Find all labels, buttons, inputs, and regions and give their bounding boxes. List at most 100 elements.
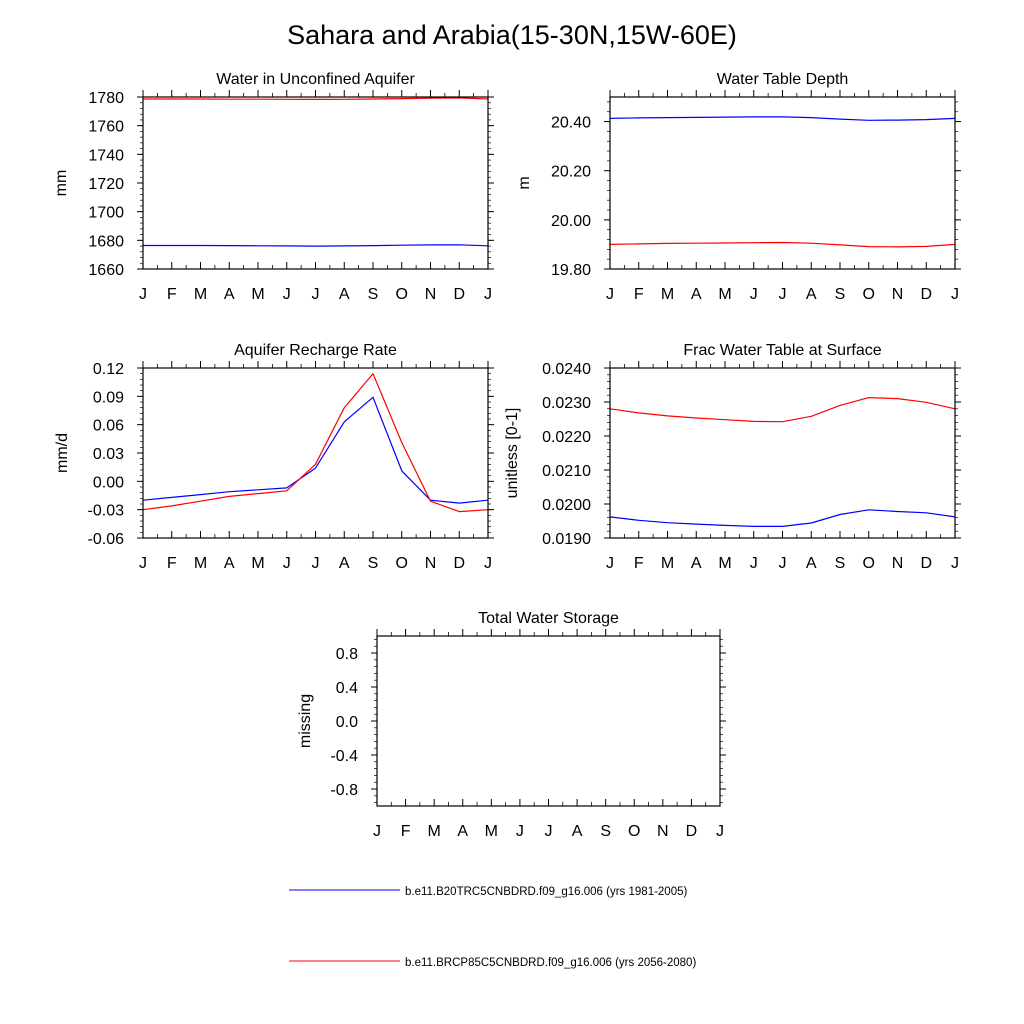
y-tick-label: 0.0220: [542, 429, 591, 446]
y-tick-label: 0.0240: [542, 361, 591, 378]
chart-title: Water in Unconfined Aquifer: [216, 71, 415, 88]
x-tick-label: A: [691, 286, 702, 303]
x-tick-label: O: [863, 555, 875, 572]
legend-entry: b.e11.B20TRC5CNBDRD.f09_g16.006 (yrs 198…: [289, 886, 687, 898]
x-tick-label: A: [339, 286, 350, 303]
y-tick-label: -0.06: [88, 531, 125, 548]
x-tick-label: J: [283, 286, 291, 303]
x-tick-label: S: [368, 555, 379, 572]
series-line-2: [143, 97, 489, 101]
y-tick-label: 0.06: [93, 418, 124, 435]
x-tick-label: J: [716, 823, 724, 840]
x-tick-label: A: [224, 286, 235, 303]
x-tick-label: J: [139, 555, 147, 572]
x-tick-label: J: [312, 286, 320, 303]
y-tick-label: 0.0: [336, 714, 358, 731]
x-tick-label: M: [194, 555, 207, 572]
chart-title: Water Table Depth: [717, 71, 849, 88]
y-tick-label: 1700: [88, 205, 124, 222]
y-tick-label: 1760: [88, 119, 124, 136]
y-tick-label: 19.80: [551, 262, 591, 279]
x-tick-label: D: [453, 555, 465, 572]
y-tick-label: 0.03: [93, 446, 124, 463]
y-tick-label: 0.09: [93, 389, 124, 406]
x-tick-label: N: [892, 555, 904, 572]
x-tick-label: M: [661, 555, 674, 572]
y-axis-label: unitless [0-1]: [504, 408, 521, 499]
y-axis-label: m: [516, 176, 533, 189]
x-tick-label: O: [863, 286, 875, 303]
x-tick-label: A: [691, 555, 702, 572]
x-tick-label: J: [283, 555, 291, 572]
x-tick-label: J: [545, 823, 553, 840]
x-tick-label: J: [779, 286, 787, 303]
y-tick-label: 1660: [88, 262, 124, 279]
x-tick-label: J: [951, 555, 959, 572]
x-tick-label: F: [167, 555, 177, 572]
y-tick-label: 1720: [88, 176, 124, 193]
x-tick-label: D: [686, 823, 698, 840]
series-line-2: [142, 373, 489, 513]
y-tick-label: 0.4: [336, 680, 358, 697]
x-tick-label: F: [167, 286, 177, 303]
x-tick-label: N: [425, 286, 437, 303]
y-tick-label: 0.0210: [542, 463, 591, 480]
x-tick-label: J: [312, 555, 320, 572]
x-tick-label: S: [368, 286, 379, 303]
x-tick-label: J: [750, 555, 758, 572]
y-tick-label: 0.8: [336, 646, 358, 663]
x-tick-label: D: [920, 555, 932, 572]
x-tick-label: M: [251, 555, 264, 572]
legend-label: b.e11.BRCP85C5CNBDRD.f09_g16.006 (yrs 20…: [405, 957, 696, 969]
series-line-2: [609, 397, 956, 423]
x-tick-label: A: [806, 286, 817, 303]
x-tick-label: S: [600, 823, 611, 840]
chart-title: Total Water Storage: [478, 610, 619, 627]
x-tick-label: M: [251, 286, 264, 303]
legend: b.e11.B20TRC5CNBDRD.f09_g16.006 (yrs 198…: [289, 886, 696, 969]
series-line-1: [609, 116, 956, 121]
x-tick-label: A: [224, 555, 235, 572]
y-axis-label: missing: [297, 694, 314, 748]
x-tick-label: D: [920, 286, 932, 303]
x-tick-label: M: [194, 286, 207, 303]
y-tick-label: 0.0200: [542, 497, 591, 514]
x-tick-label: J: [139, 286, 147, 303]
x-tick-label: O: [396, 286, 408, 303]
y-axis-label: mm/d: [54, 433, 71, 473]
x-tick-label: M: [485, 823, 498, 840]
series-line-1: [143, 244, 489, 247]
y-tick-label: 0.0190: [542, 531, 591, 548]
x-tick-label: A: [339, 555, 350, 572]
figure-title: Sahara and Arabia(15-30N,15W-60E): [287, 20, 737, 50]
plot-frame: [376, 635, 721, 807]
plot-frame: [609, 96, 956, 270]
x-tick-label: F: [634, 555, 644, 572]
chart-title: Frac Water Table at Surface: [683, 342, 881, 359]
y-tick-label: 0.0230: [542, 395, 591, 412]
x-tick-label: J: [951, 286, 959, 303]
plot-frame: [142, 96, 489, 270]
x-tick-label: D: [453, 286, 465, 303]
series-line-1: [142, 396, 489, 504]
x-tick-label: O: [628, 823, 640, 840]
y-tick-label: 1740: [88, 147, 124, 164]
y-tick-label: 1680: [88, 233, 124, 250]
x-tick-label: J: [484, 555, 492, 572]
x-tick-label: M: [718, 286, 731, 303]
x-tick-label: J: [606, 555, 614, 572]
series-line-1: [609, 509, 956, 528]
x-tick-label: J: [750, 286, 758, 303]
y-tick-label: 1780: [88, 90, 124, 107]
chart-frac-water-table-at-surface: Frac Water Table at Surface unitless [0-1…: [504, 342, 961, 572]
x-tick-label: J: [779, 555, 787, 572]
x-tick-label: F: [401, 823, 411, 840]
x-tick-label: A: [806, 555, 817, 572]
plot-frame: [609, 367, 956, 539]
x-tick-label: J: [606, 286, 614, 303]
